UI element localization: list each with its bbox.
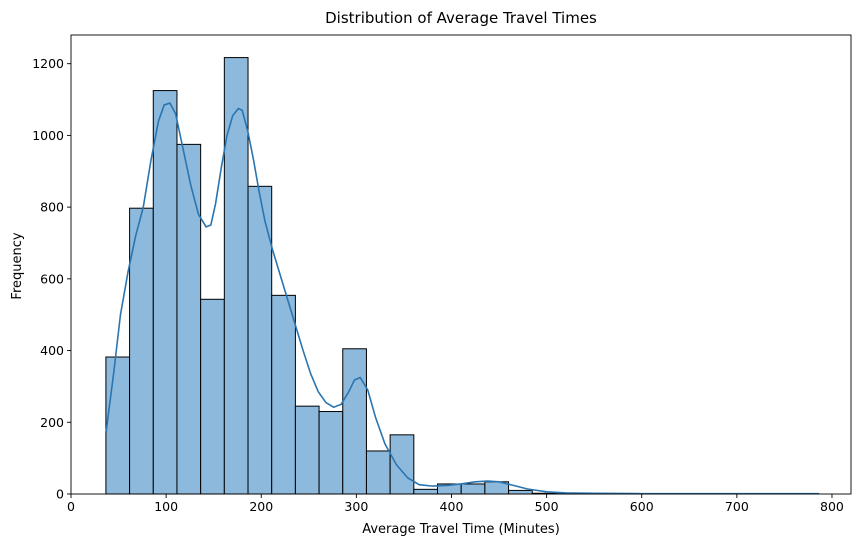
- x-tick-label: 400: [440, 499, 464, 514]
- y-tick-label: 800: [40, 200, 64, 215]
- histogram-bar: [390, 435, 414, 494]
- x-tick-label: 700: [725, 499, 749, 514]
- x-tick-label: 300: [344, 499, 368, 514]
- histogram-bar: [272, 295, 296, 494]
- histogram-bar: [224, 58, 248, 494]
- histogram-bar: [295, 406, 319, 494]
- y-tick-label: 400: [40, 343, 64, 358]
- x-tick-label: 100: [154, 499, 178, 514]
- y-axis-label: Frequency: [10, 232, 25, 299]
- x-tick-label: 600: [630, 499, 654, 514]
- histogram-bar: [177, 144, 201, 494]
- x-tick-label: 800: [820, 499, 844, 514]
- y-tick-label: 1200: [32, 56, 64, 71]
- histogram-bar: [343, 349, 367, 494]
- y-tick-label: 600: [40, 271, 64, 286]
- x-tick-label: 0: [67, 499, 75, 514]
- histogram-bar: [106, 357, 130, 494]
- histogram-bar: [414, 489, 438, 494]
- x-tick-label: 500: [535, 499, 559, 514]
- histogram-bar: [509, 490, 533, 494]
- histogram-bar: [153, 91, 177, 494]
- x-tick-label: 200: [249, 499, 273, 514]
- histogram-bar: [201, 299, 225, 494]
- histogram-bar: [366, 451, 390, 494]
- chart-title: Distribution of Average Travel Times: [325, 9, 597, 27]
- x-axis-label: Average Travel Time (Minutes): [362, 522, 560, 537]
- y-tick-label: 0: [56, 487, 64, 502]
- histogram-bar: [319, 412, 343, 494]
- histogram-bar: [461, 484, 485, 494]
- y-tick-label: 1000: [32, 128, 64, 143]
- y-tick-label: 200: [40, 415, 64, 430]
